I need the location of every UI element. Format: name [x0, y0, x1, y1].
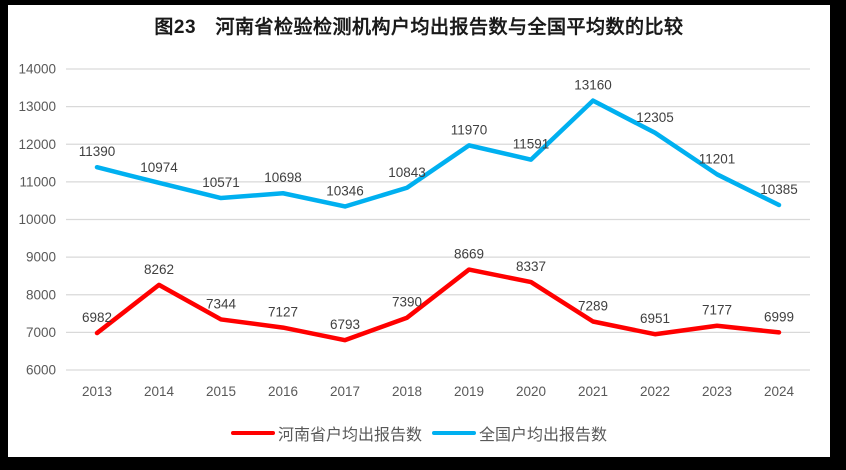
y-tick-label: 9000 [26, 250, 56, 265]
red-line-swatch [230, 430, 275, 436]
data-label: 10346 [326, 183, 364, 198]
legend-item-national: 全国户均出报告数 [432, 421, 607, 445]
data-label: 7177 [702, 303, 732, 318]
y-tick-label: 11000 [19, 174, 56, 189]
data-label: 10698 [264, 170, 302, 185]
data-label: 8337 [516, 259, 546, 274]
legend: 河南省户均出报告数 全国户均出报告数 [8, 422, 830, 444]
data-label: 6793 [330, 317, 360, 332]
data-label: 10385 [760, 182, 798, 197]
y-tick-label: 7000 [26, 325, 56, 340]
data-label: 10571 [202, 175, 240, 190]
data-label: 6999 [764, 309, 794, 324]
y-tick-label: 8000 [26, 287, 56, 302]
data-label: 6982 [82, 310, 112, 325]
blue-line-swatch [432, 430, 476, 436]
data-label: 7127 [268, 305, 298, 320]
x-tick-label: 2022 [640, 384, 670, 399]
data-label: 6951 [640, 311, 670, 326]
y-tick-label: 6000 [26, 363, 56, 378]
data-label: 12305 [636, 110, 674, 125]
data-label: 7344 [206, 296, 237, 311]
x-tick-label: 2015 [206, 384, 236, 399]
plot-area: 6000 7000 8000 9000 10000 11000 12000 13000 1400… [18, 62, 810, 399]
x-tick-label: 2014 [144, 384, 175, 399]
data-label: 8262 [144, 262, 174, 277]
data-label: 11201 [699, 151, 736, 166]
x-tick-label: 2016 [268, 384, 298, 399]
y-tick-label: 12000 [18, 137, 56, 152]
y-tick-label: 14000 [18, 62, 56, 77]
henan-series-line [94, 267, 782, 343]
national-series-line [94, 98, 782, 209]
x-tick-label: 2020 [516, 384, 546, 399]
line-chart: 图23 河南省检验检测机构户均出报告数与全国平均数的比较 6000 7000 800… [8, 5, 830, 457]
y-tick-label: 10000 [18, 212, 56, 227]
data-label: 8669 [454, 247, 484, 262]
data-label: 7390 [392, 295, 422, 310]
x-tick-label: 2019 [454, 384, 484, 399]
data-label: 11970 [451, 122, 488, 137]
chart-title: 图23 河南省检验检测机构户均出报告数与全国平均数的比较 [154, 17, 684, 38]
x-tick-label: 2013 [82, 384, 112, 399]
legend-item-henan: 河南省户均出报告数 [230, 421, 422, 445]
data-label: 11390 [79, 144, 116, 159]
x-tick-label: 2023 [702, 384, 732, 399]
x-tick-label: 2017 [330, 384, 360, 399]
y-tick-label: 13000 [18, 99, 56, 114]
data-label: 10843 [388, 165, 426, 180]
legend-label-henan: 河南省户均出报告数 [277, 427, 422, 444]
data-label: 13160 [574, 78, 612, 93]
x-tick-label: 2018 [392, 384, 422, 399]
data-label: 7289 [578, 299, 608, 314]
x-tick-label: 2024 [764, 384, 795, 399]
data-label: 10974 [140, 160, 178, 175]
x-tick-label: 2021 [578, 384, 608, 399]
data-label: 11591 [513, 137, 550, 152]
legend-label-national: 全国户均出报告数 [479, 427, 608, 444]
